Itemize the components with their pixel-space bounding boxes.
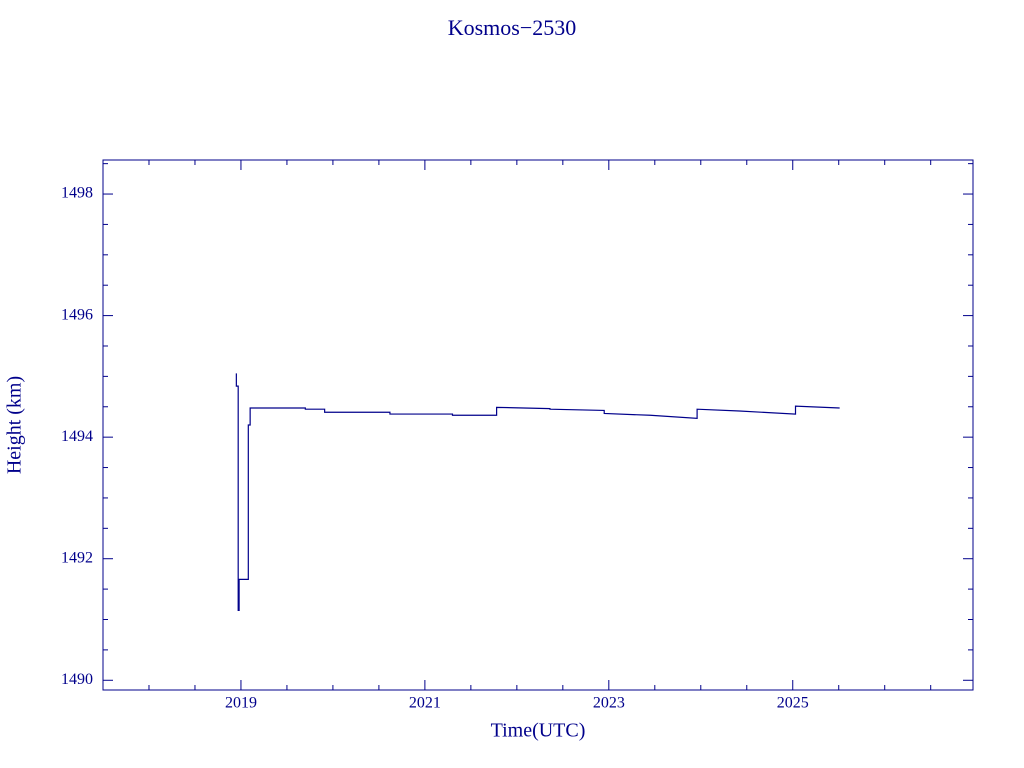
y-tick-label: 1492 (61, 549, 93, 566)
data-line (235, 373, 840, 611)
y-axis-label: Height (km) (4, 376, 26, 474)
x-tick-label: 2019 (225, 695, 257, 712)
chart-title: Kosmos−2530 (448, 15, 577, 40)
x-tick-label: 2021 (409, 695, 441, 712)
y-tick-label: 1490 (61, 671, 93, 688)
plot-frame (102, 159, 974, 691)
x-tick-label: 2025 (777, 695, 809, 712)
x-axis-label: Time(UTC) (491, 720, 586, 742)
y-tick-label: 1498 (61, 185, 93, 202)
y-tick-label: 1494 (61, 428, 93, 445)
x-tick-label: 2023 (593, 695, 625, 712)
y-tick-label: 1496 (61, 306, 93, 323)
